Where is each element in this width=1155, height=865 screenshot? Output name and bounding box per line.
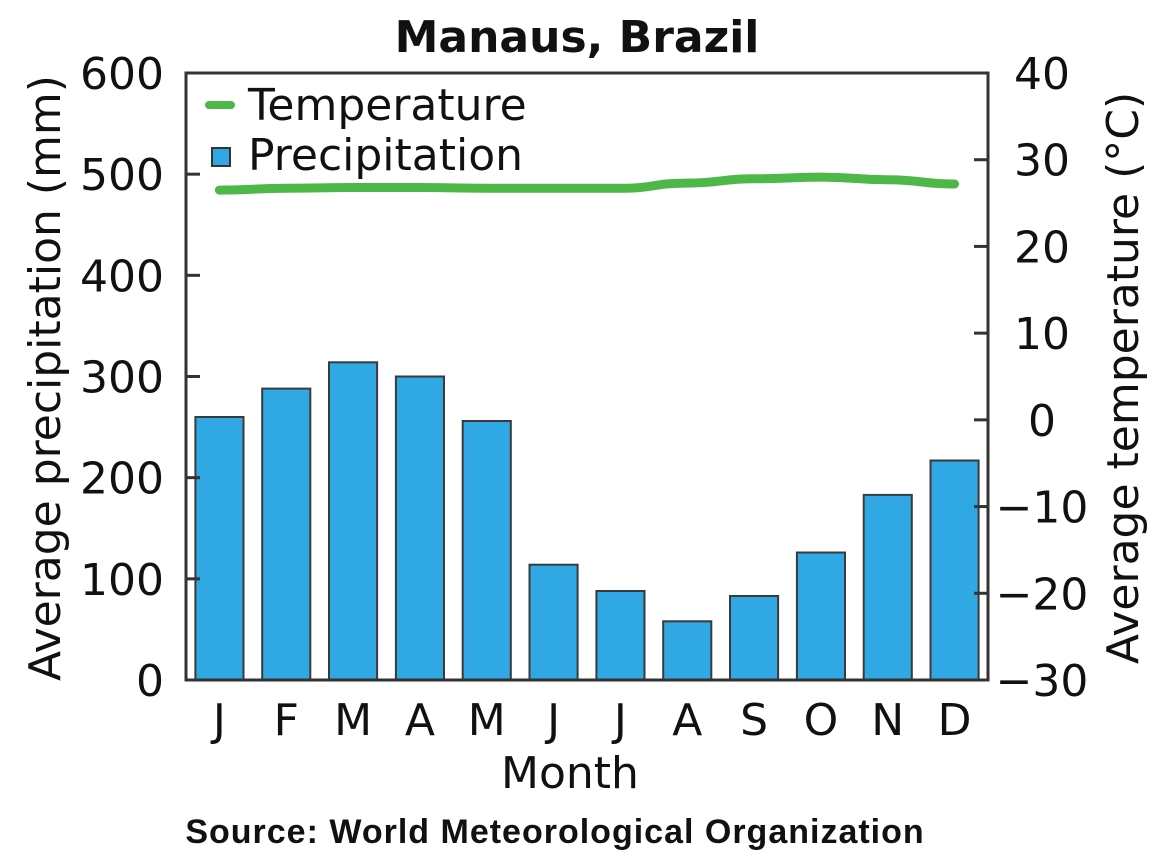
precipitation-bar [394,375,445,681]
temperature-line [214,172,960,195]
left-axis-ticks: 0 100 200 300 400 500 600 [80,49,200,707]
x-tick-label: D [938,695,972,746]
precipitation-bar [328,361,379,681]
x-tick-label: M [468,695,506,746]
left-tick-label: 500 [80,150,164,201]
chart-title: Manaus, Brazil [395,12,760,63]
x-tick-label: M [334,695,372,746]
temperature-line-group [214,172,960,195]
right-tick-label: 10 [1014,309,1070,360]
source-note: Source: World Meteorological Organizatio… [185,813,924,851]
x-tick-label: N [871,695,904,746]
x-tick-label: A [405,695,435,746]
precipitation-bar [595,590,646,681]
legend-temperature-label: Temperature [247,80,527,131]
y-axis-title: Average precipitation (mm) [20,75,71,681]
precipitation-bar [528,563,579,682]
right-tick-label: 20 [1014,222,1070,273]
x-tick-label: O [804,695,839,746]
precipitation-bar [729,595,780,681]
precipitation-bar [261,387,312,681]
left-tick-label: 300 [80,353,164,404]
right-tick-label: −30 [996,656,1089,707]
legend-precipitation-label: Precipitation [248,130,523,181]
legend-temperature-swatch [205,101,235,109]
precipitation-bar [461,420,512,681]
x-axis-title: Month [501,748,639,799]
x-tick-label: A [672,695,702,746]
precipitation-bar [929,459,980,681]
left-tick-label: 0 [136,656,164,707]
x-tick-label: F [274,695,299,746]
x-tick-label: S [740,695,768,746]
left-tick-label: 400 [80,251,164,302]
left-tick-label: 100 [80,555,164,606]
precipitation-bar [795,551,847,681]
legend: Temperature Precipitation [205,80,527,181]
right-tick-label: −20 [996,569,1089,620]
x-tick-label: J [210,695,226,746]
y2-axis-title: Average temperature (°C) [1098,92,1149,664]
precipitation-bar [862,493,913,681]
precipitation-bar [662,620,713,681]
right-axis-ticks: −30 −20 −10 0 10 20 30 40 [974,49,1088,707]
right-tick-label: 0 [1028,396,1056,447]
right-tick-label: 40 [1014,49,1070,100]
right-tick-label: 30 [1014,136,1070,187]
right-tick-label: −10 [996,483,1089,534]
legend-precipitation-swatch [211,147,231,167]
x-tick-label: J [611,695,627,746]
left-tick-label: 200 [80,454,164,505]
precipitation-bar [194,416,245,681]
x-tick-label: J [544,695,560,746]
left-tick-label: 600 [80,49,164,100]
precipitation-bars [194,361,980,682]
